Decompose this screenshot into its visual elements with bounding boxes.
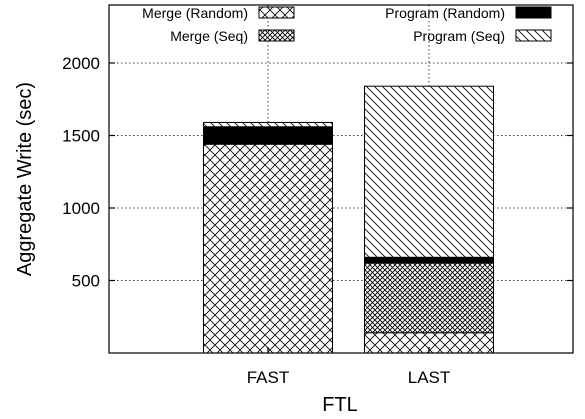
bar-last-segment-2 <box>364 256 494 264</box>
legend-swatch-1 <box>258 29 295 42</box>
x-tick-label-0: FAST <box>247 368 290 387</box>
grid-lines <box>109 5 573 281</box>
legend-label-2: Program (Random) <box>385 5 505 21</box>
y-axis-title: Aggregate Write (sec) <box>14 82 36 276</box>
legend-swatch-2 <box>515 6 552 19</box>
y-tick-label-1: 1000 <box>62 199 100 218</box>
bars <box>203 85 494 354</box>
bar-last-segment-1 <box>364 262 494 334</box>
y-tick-label-3: 2000 <box>62 54 100 73</box>
plot-frame <box>108 4 574 354</box>
y-tick-label-0: 500 <box>72 272 100 291</box>
legend-label-0: Merge (Random) <box>142 5 248 21</box>
bar-fast-segment-3 <box>203 121 333 128</box>
legend-swatch-3 <box>515 29 552 42</box>
legend-swatch-0 <box>258 6 295 19</box>
x-axis: FAST LAST <box>247 347 451 387</box>
x-tick-label-1: LAST <box>408 368 451 387</box>
y-tick-label-2: 1500 <box>62 127 100 146</box>
y-axis: 500 1000 1500 2000 <box>62 54 573 291</box>
x-axis-title: FTL <box>322 394 358 416</box>
bar-fast-segment-2 <box>203 126 333 145</box>
bar-last-segment-3 <box>364 85 494 258</box>
bar-fast-segment-0 <box>203 143 333 354</box>
legend-label-3: Program (Seq) <box>413 28 505 44</box>
legend-label-1: Merge (Seq) <box>170 28 248 44</box>
legend: Merge (Random) Merge (Seq) Program (Random… <box>142 5 552 44</box>
